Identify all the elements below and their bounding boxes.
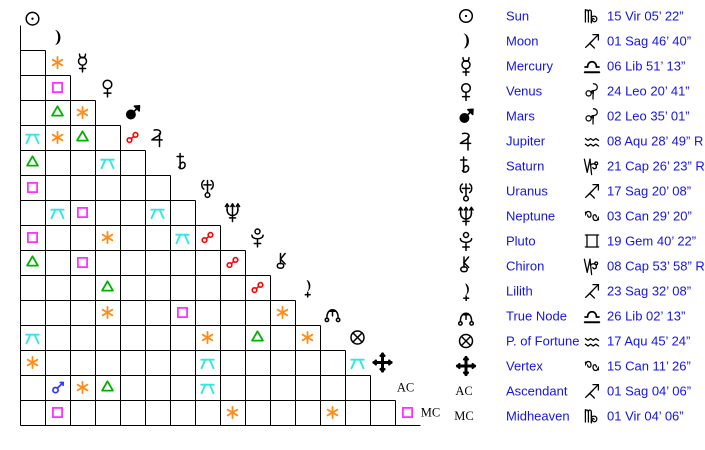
svg-text:01 Sag 46’ 40”: 01 Sag 46’ 40” — [607, 34, 691, 49]
svg-text:23 Sag 32’ 08”: 23 Sag 32’ 08” — [607, 284, 691, 299]
svg-text:17 Sag 20’ 08”: 17 Sag 20’ 08” — [607, 184, 691, 199]
svg-text:17 Aqu 45’ 24”: 17 Aqu 45’ 24” — [607, 334, 690, 349]
svg-text:06 Lib 51’ 13”: 06 Lib 51’ 13” — [607, 59, 685, 74]
svg-text:15 Can 11’ 26”: 15 Can 11’ 26” — [607, 359, 691, 374]
svg-text:03 Can 29’ 20”: 03 Can 29’ 20” — [607, 209, 692, 224]
svg-text:Saturn: Saturn — [506, 159, 544, 174]
svg-text:Uranus: Uranus — [506, 184, 548, 199]
svg-text:P. of Fortune: P. of Fortune — [506, 334, 579, 349]
svg-text:08 Cap 53’ 58” R: 08 Cap 53’ 58” R — [607, 259, 705, 274]
svg-text:Jupiter: Jupiter — [506, 134, 546, 149]
svg-text:MC: MC — [454, 409, 473, 423]
svg-text:21 Cap 26’ 23” R: 21 Cap 26’ 23” R — [607, 159, 705, 174]
svg-text:Lilith: Lilith — [506, 284, 533, 299]
svg-text:Ascendant: Ascendant — [506, 384, 568, 399]
svg-text:26 Lib 02’ 13”: 26 Lib 02’ 13” — [607, 309, 685, 324]
svg-text:19 Gem 40’ 22”: 19 Gem 40’ 22” — [607, 234, 696, 249]
svg-text:Midheaven: Midheaven — [506, 409, 570, 424]
svg-text:Moon: Moon — [506, 34, 539, 49]
svg-text:Sun: Sun — [506, 9, 529, 24]
svg-text:Mercury: Mercury — [506, 59, 553, 74]
svg-text:AC: AC — [397, 381, 414, 395]
svg-text:08 Aqu 28’ 49” R: 08 Aqu 28’ 49” R — [607, 134, 703, 149]
svg-text:01 Sag 04’ 06”: 01 Sag 04’ 06” — [607, 384, 691, 399]
svg-text:24 Leo 20’ 41”: 24 Leo 20’ 41” — [607, 84, 690, 99]
svg-text:Pluto: Pluto — [506, 234, 536, 249]
svg-text:True Node: True Node — [506, 309, 567, 324]
svg-text:Mars: Mars — [506, 109, 535, 124]
svg-text:Neptune: Neptune — [506, 209, 555, 224]
svg-text:15 Vir 05’ 22”: 15 Vir 05’ 22” — [607, 9, 684, 24]
svg-text:MC: MC — [421, 406, 440, 420]
svg-text:Venus: Venus — [506, 84, 543, 99]
svg-text:AC: AC — [455, 384, 472, 398]
svg-text:01 Vir 04’ 06”: 01 Vir 04’ 06” — [607, 409, 684, 424]
svg-text:Chiron: Chiron — [506, 259, 544, 274]
svg-text:02 Leo 35’ 01”: 02 Leo 35’ 01” — [607, 109, 690, 124]
svg-text:Vertex: Vertex — [506, 359, 543, 374]
